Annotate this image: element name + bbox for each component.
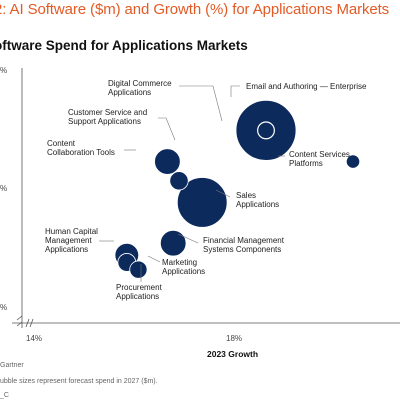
y-axis-break [16, 315, 23, 327]
bubble-label: Financial Management Systems Components [203, 236, 285, 254]
bubble-label: Marketing Applications [162, 258, 205, 276]
bubble [257, 121, 275, 140]
x-tick-label: 18% [226, 334, 242, 343]
bubble [169, 171, 189, 191]
bubble [176, 177, 228, 228]
chart-subtitle: oftware Spend for Applications Markets [0, 38, 248, 53]
leader-line [230, 85, 240, 97]
bubble-label: Content Collaboration Tools [47, 139, 115, 157]
y-tick-label: % [0, 303, 7, 312]
bubble-label: Human Capital Management Applications [45, 227, 98, 254]
bubble-label: Email and Authoring — Enterprise [246, 82, 367, 91]
leader-line [215, 189, 231, 198]
bubble [129, 260, 148, 279]
leader-line [179, 85, 223, 122]
bubble-label: Procurement Applications [116, 283, 163, 301]
leader-line [147, 255, 161, 263]
bubble-size-note: ubble sizes represent forecast spend in … [0, 378, 158, 385]
bubble-label: Digital Commerce Applications [108, 79, 172, 97]
y-tick-label: % [0, 184, 7, 193]
y-tick-label: % [0, 66, 7, 75]
x-axis-break [25, 318, 34, 328]
bubble [159, 229, 187, 257]
bubble-label: Customer Service and Support Applications [68, 108, 147, 126]
x-axis-title: 2023 Growth [207, 349, 258, 359]
footer-code: _C [0, 392, 9, 399]
bubble [345, 154, 361, 169]
chart-title: 2: AI Software ($m) and Growth (%) for A… [0, 1, 390, 18]
x-tick-label: 14% [26, 334, 42, 343]
bubble-label: Content Services Platforms [289, 150, 350, 168]
source-note: Gartner [0, 362, 24, 369]
leader-line [177, 233, 199, 244]
bubble-label: Sales Applications [236, 191, 279, 209]
leader-line [158, 117, 176, 141]
bubble [154, 148, 181, 175]
